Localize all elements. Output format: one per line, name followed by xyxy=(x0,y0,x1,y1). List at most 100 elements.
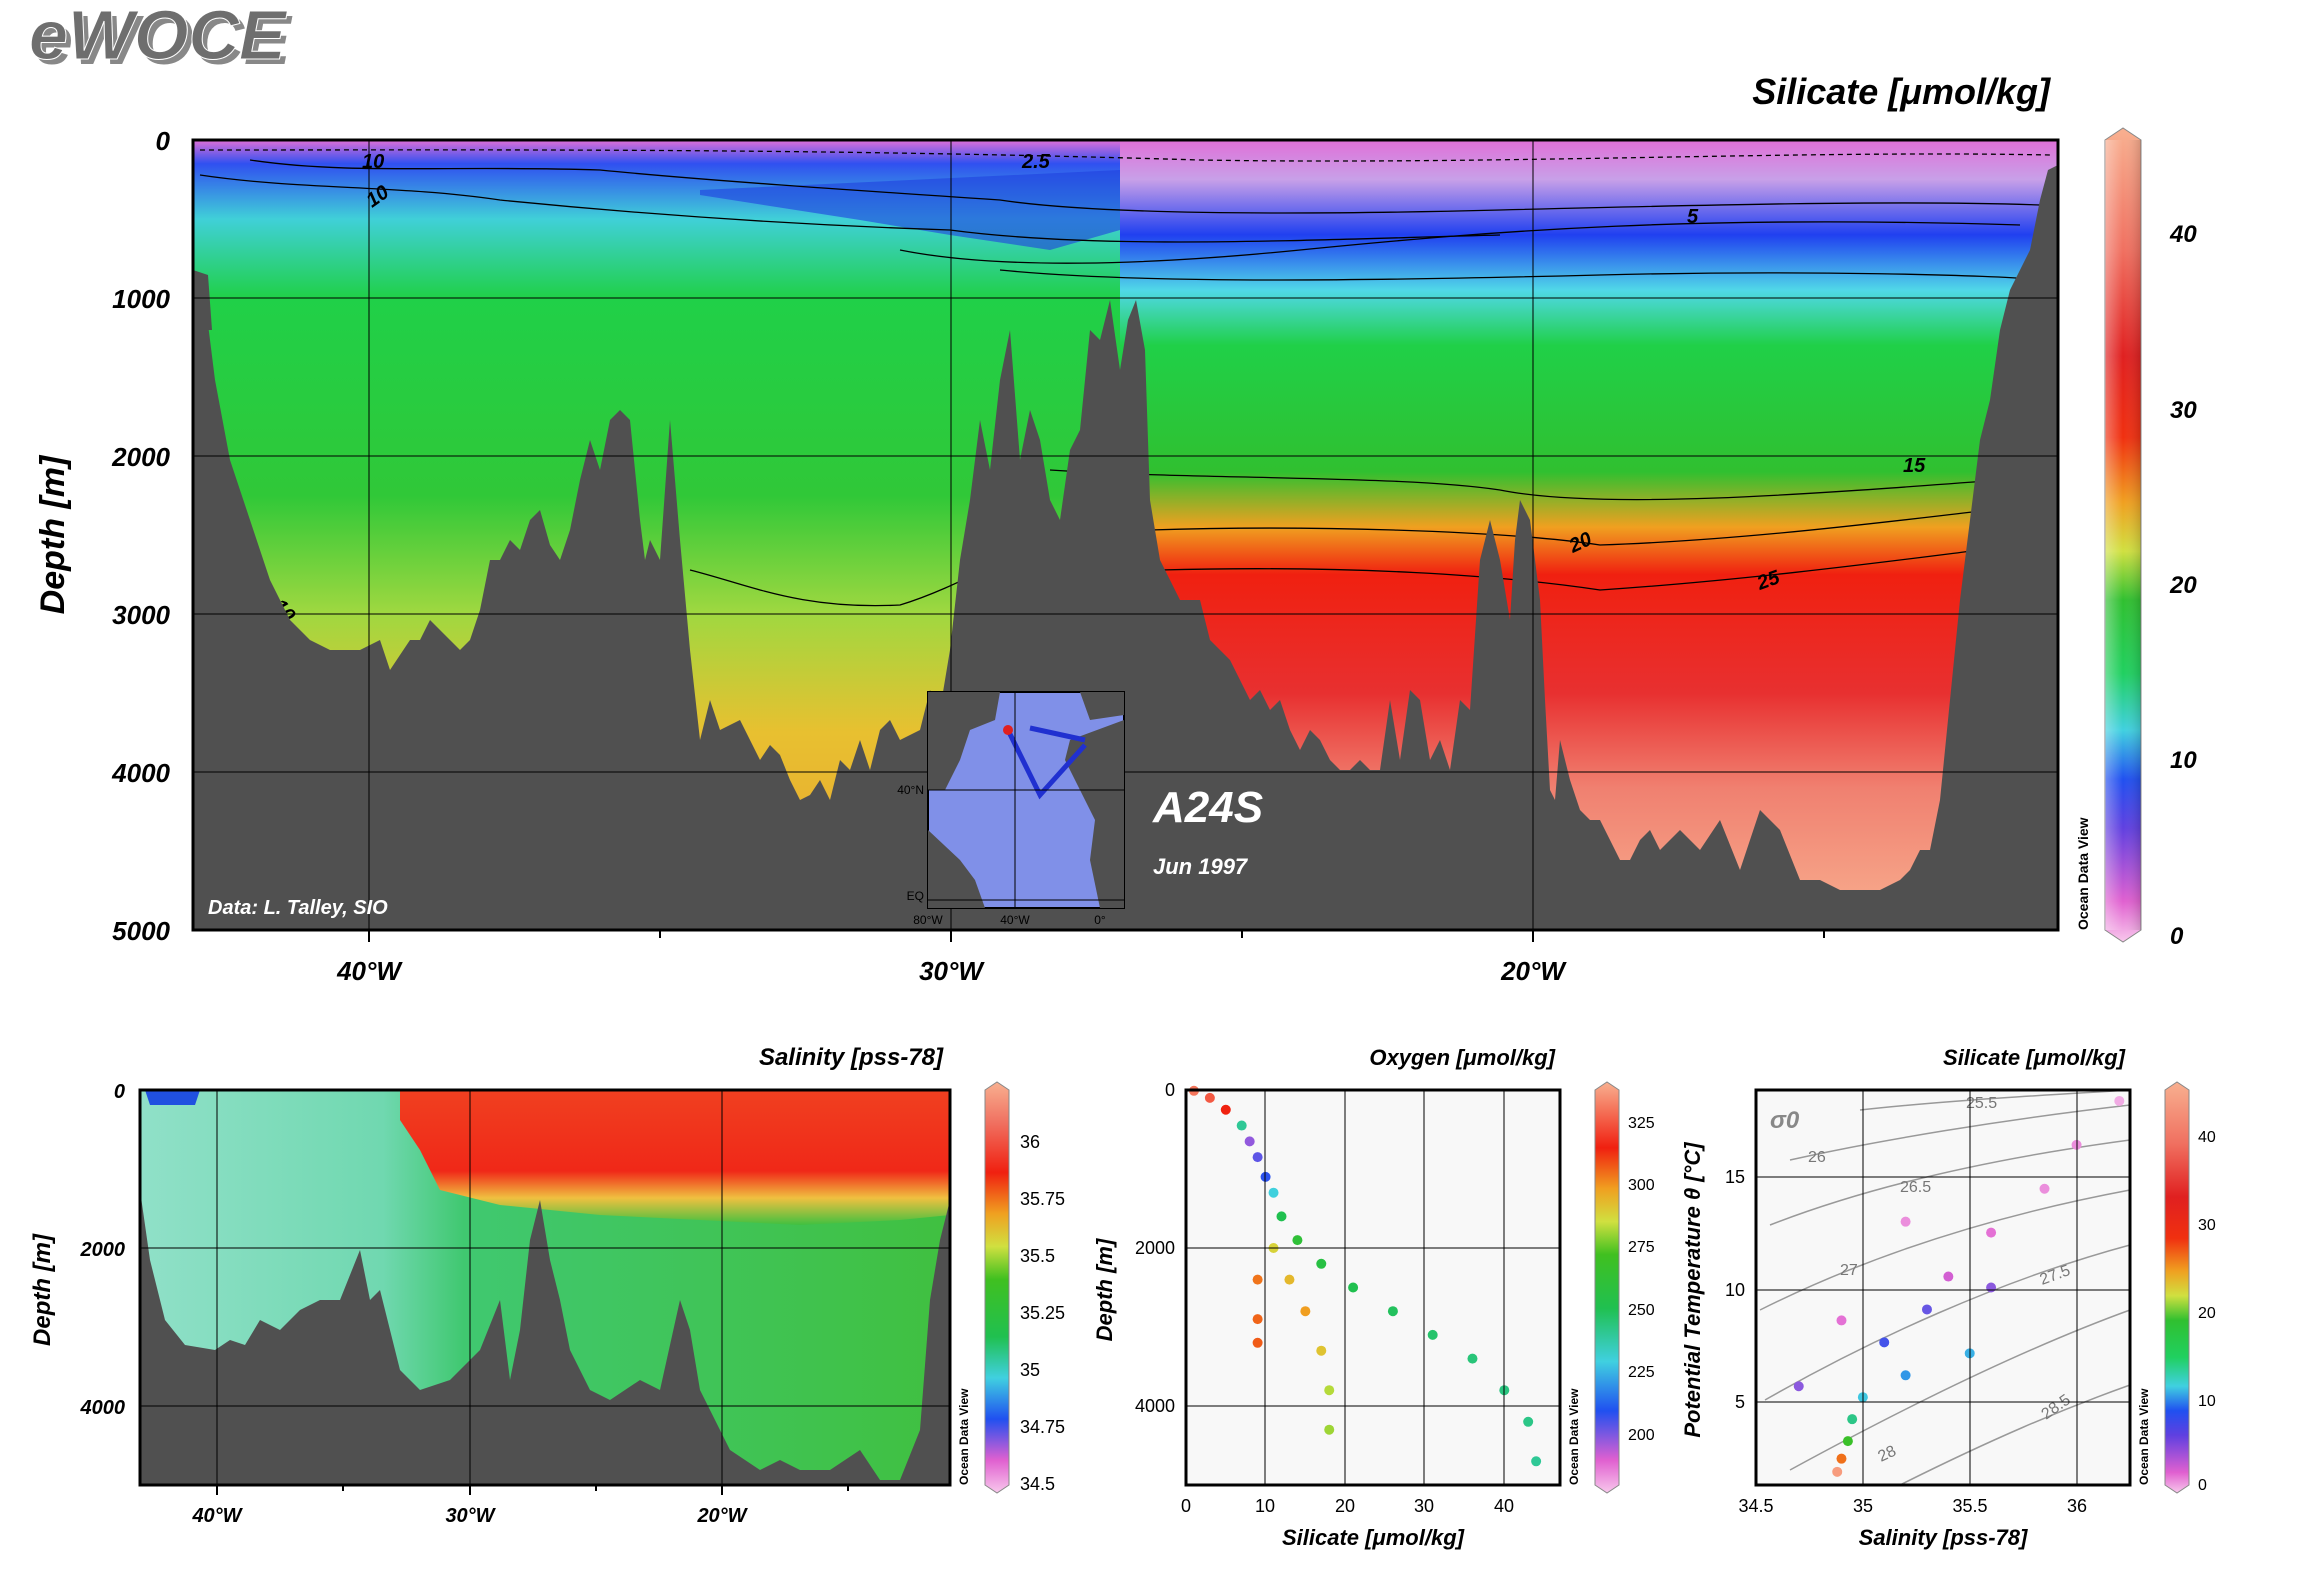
ox-y-tick-0: 0 xyxy=(1165,1080,1175,1100)
ox-y-tick-2000: 2000 xyxy=(1135,1238,1175,1258)
ts-scatter-point-5 xyxy=(1986,1282,1997,1293)
ts-scatter-point-0 xyxy=(2114,1095,2125,1106)
main-colorbar xyxy=(2104,127,2142,943)
ox-x-label: Silicate [μmol/kg] xyxy=(1282,1525,1465,1550)
ts-cb-tick-20: 20 xyxy=(2198,1305,2216,1322)
main-y-tick-0: 0 xyxy=(156,126,171,156)
oxygen-grid xyxy=(1186,1090,1560,1485)
sal-cb-tick-34-5: 34.5 xyxy=(1020,1474,1055,1494)
inset-track-east xyxy=(1029,725,1086,743)
oxygen-scatter-point-20 xyxy=(1300,1306,1311,1317)
ts-scatter-point-8 xyxy=(1900,1370,1911,1381)
ts-x-tick-36: 36 xyxy=(2067,1496,2087,1516)
sigma-label: σ0 xyxy=(1770,1107,1800,1134)
bathymetry-west-slope xyxy=(193,270,212,330)
isopycnal-label-28: 28 xyxy=(1876,1443,1899,1466)
oxygen-scatter-point-2 xyxy=(1220,1104,1231,1115)
sal-x-tick-20w: 20°W xyxy=(696,1505,748,1527)
main-field-east xyxy=(1120,140,2058,930)
ox-cb-tick-200: 200 xyxy=(1628,1427,1655,1444)
main-cb-tick-0: 0 xyxy=(2170,923,2184,950)
ts-scatter-point-11 xyxy=(1842,1436,1853,1447)
oxygen-scatter-point-6 xyxy=(1260,1171,1271,1182)
oxygen-scatter-point-11 xyxy=(1348,1282,1359,1293)
isopycnal-label-25-5: 25.5 xyxy=(1966,1095,1997,1112)
ts-panel: Silicate [μmol/kg] 25.5 26 26.5 27 27.5 … xyxy=(1680,1045,2216,1550)
sal-cb-tick-35-25: 35.25 xyxy=(1020,1303,1065,1323)
contour-label-2-5: 2.5 xyxy=(1021,151,1051,173)
sal-x-tick-40w: 40°W xyxy=(191,1505,243,1527)
oxygen-scatter-point-5 xyxy=(1252,1152,1263,1163)
main-cb-tick-30: 30 xyxy=(2170,397,2197,424)
ts-x-label: Salinity [pss-78] xyxy=(1859,1525,2028,1550)
oxygen-scatter-point-12 xyxy=(1387,1306,1398,1317)
inset-station-marker xyxy=(1003,725,1013,735)
isopycnal-label-26-5: 26.5 xyxy=(1900,1179,1931,1196)
ox-x-tick-10: 10 xyxy=(1255,1496,1275,1516)
oxygen-scatter-point-25 xyxy=(1252,1314,1263,1325)
main-x-tick-40w: 40°W xyxy=(336,956,403,986)
main-cb-tick-40: 40 xyxy=(2169,221,2197,248)
main-x-tick-30w: 30°W xyxy=(919,956,985,986)
ts-scatter-point-12 xyxy=(1836,1453,1847,1464)
sal-y-tick-4000: 4000 xyxy=(80,1397,126,1419)
sal-y-tick-2000: 2000 xyxy=(80,1239,126,1261)
ts-cb-tick-10: 10 xyxy=(2198,1393,2216,1410)
contour-label-15: 15 xyxy=(1903,455,1926,477)
oxygen-panel: Oxygen [μmol/kg] 0 10 20 30 40 0 2000 40… xyxy=(1092,1045,1655,1550)
sal-cb-tick-36: 36 xyxy=(1020,1132,1040,1152)
ox-x-tick-20: 20 xyxy=(1335,1496,1355,1516)
ts-y-tick-10: 10 xyxy=(1725,1280,1745,1300)
ts-scatter-point-3 xyxy=(1986,1227,1997,1238)
ox-x-tick-0: 0 xyxy=(1181,1496,1191,1516)
oxygen-scatter-point-7 xyxy=(1268,1187,1279,1198)
ts-grid xyxy=(1756,1090,2130,1485)
oxygen-scatter-point-9 xyxy=(1292,1235,1303,1246)
salinity-title: Salinity [pss-78] xyxy=(759,1044,944,1071)
main-field-transition xyxy=(700,170,1120,250)
inset-lon-40w: 40°W xyxy=(1000,913,1030,927)
contour-label-5: 5 xyxy=(1687,206,1699,228)
salinity-grid xyxy=(140,1090,950,1485)
oxygen-title: Oxygen [μmol/kg] xyxy=(1369,1045,1555,1070)
oxygen-scatter-point-8 xyxy=(1276,1211,1287,1222)
oxygen-scatter-point-10 xyxy=(1316,1258,1327,1269)
oxygen-scatter-point-16 xyxy=(1523,1416,1534,1427)
ts-title: Silicate [μmol/kg] xyxy=(1943,1045,2126,1070)
ox-x-tick-40: 40 xyxy=(1494,1496,1514,1516)
sal-cb-tick-35: 35 xyxy=(1020,1360,1040,1380)
main-cb-tick-20: 20 xyxy=(2169,572,2197,599)
salinity-bathymetry xyxy=(140,1190,950,1485)
inset-land-north-america xyxy=(928,692,1000,790)
inset-land-south-america xyxy=(928,830,985,908)
sal-cb-tick-35-75: 35.75 xyxy=(1020,1189,1065,1209)
ts-scatter-point-7 xyxy=(1879,1337,1890,1348)
ox-x-tick-30: 30 xyxy=(1414,1496,1434,1516)
isopycnal-label-27: 27 xyxy=(1840,1262,1858,1279)
sal-x-tick-30w: 30°W xyxy=(445,1505,496,1527)
oxygen-scatter-point-23 xyxy=(1324,1424,1335,1435)
ts-scatter-point-14 xyxy=(1900,1216,1911,1227)
ts-scatter-point-13 xyxy=(1832,1466,1843,1477)
ts-y-label: Potential Temperature θ [°C] xyxy=(1680,1142,1705,1438)
inset-map xyxy=(927,691,1125,909)
main-y-tick-5000: 5000 xyxy=(112,916,170,946)
inset-lon-80w: 80°W xyxy=(913,913,943,927)
ts-x-tick-34-5: 34.5 xyxy=(1738,1496,1773,1516)
logo-shadow: eWOCE xyxy=(34,1,293,79)
ts-scatter-point-2 xyxy=(2039,1183,2050,1194)
ts-y-tick-15: 15 xyxy=(1725,1167,1745,1187)
oxygen-scatter-point-21 xyxy=(1316,1345,1327,1356)
main-y-tick-3000: 3000 xyxy=(112,600,170,630)
inset-land-europe xyxy=(1080,692,1124,720)
ts-cb-tick-30: 30 xyxy=(2198,1217,2216,1234)
oxygen-scatter-point-26 xyxy=(1252,1337,1263,1348)
ox-cb-tick-250: 250 xyxy=(1628,1302,1655,1319)
main-y-tick-4000: 4000 xyxy=(111,758,170,788)
sal-cb-tick-34-75: 34.75 xyxy=(1020,1417,1065,1437)
cruise-label: A24S xyxy=(1152,783,1263,832)
sal-y-label: Depth [m] xyxy=(29,1233,56,1346)
oxygen-scatter-point-17 xyxy=(1531,1456,1542,1467)
logo: eWOCE xyxy=(29,0,288,74)
main-cb-tick-10: 10 xyxy=(2170,747,2197,774)
